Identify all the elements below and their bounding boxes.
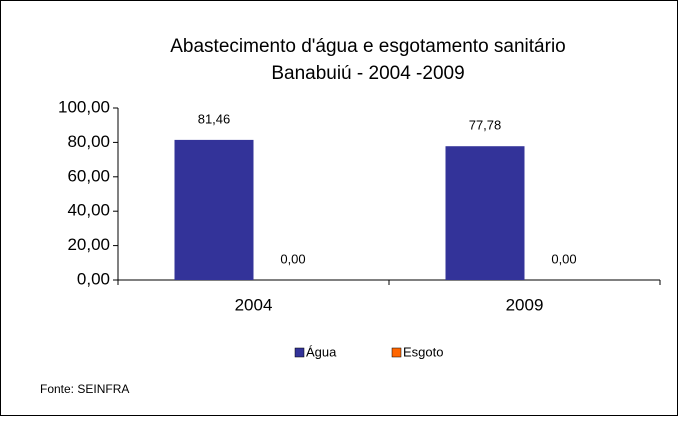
y-tick-label: 40,00 <box>67 201 110 220</box>
y-tick-label: 0,00 <box>77 269 110 288</box>
value-label: 81,46 <box>198 111 231 126</box>
source-note: Fonte: SEINFRA <box>40 382 129 396</box>
chart-title: Abastecimento d'água e esgotamento sanit… <box>170 36 566 57</box>
bar <box>445 146 525 280</box>
bar <box>174 139 254 280</box>
value-label: 77,78 <box>469 118 502 133</box>
value-label: 0,00 <box>280 251 305 266</box>
legend-label: Água <box>306 344 337 359</box>
y-tick-label: 80,00 <box>67 132 110 151</box>
legend-label: Esgoto <box>403 344 443 359</box>
chart-title: Banabuiú - 2004 -2009 <box>271 63 464 84</box>
x-tick-label: 2009 <box>506 295 544 314</box>
y-tick-label: 20,00 <box>67 235 110 254</box>
legend-swatch <box>294 347 305 358</box>
y-tick-label: 60,00 <box>67 166 110 185</box>
value-label: 0,00 <box>551 251 576 266</box>
legend-swatch <box>391 347 402 358</box>
y-tick-label: 100,00 <box>58 97 110 116</box>
x-tick-label: 2004 <box>235 295 273 314</box>
